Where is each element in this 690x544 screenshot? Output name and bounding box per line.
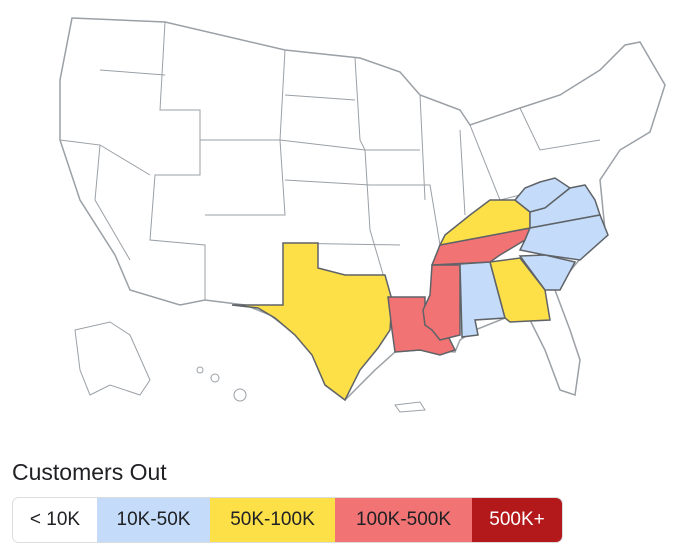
legend-item-500k-plus: 500K+ bbox=[472, 498, 562, 542]
legend-item-under-10k: < 10K bbox=[13, 498, 97, 542]
state-georgia[interactable] bbox=[489, 257, 551, 323]
legend: < 10K 10K-50K 50K-100K 100K-500K 500K+ bbox=[12, 497, 563, 543]
state-texas[interactable] bbox=[231, 242, 393, 402]
legend-item-100k-500k: 100K-500K bbox=[335, 498, 472, 542]
state-borders bbox=[59, 21, 601, 300]
legend-title: Customers Out bbox=[12, 459, 167, 485]
state-north-carolina[interactable] bbox=[518, 214, 609, 261]
legend-item-10k-50k: 10K-50K bbox=[97, 498, 210, 542]
us-outage-map bbox=[59, 17, 666, 413]
legend-item-50k-100k: 50K-100K bbox=[210, 498, 335, 542]
alaska-hawaii bbox=[74, 321, 426, 413]
state-south-carolina[interactable] bbox=[518, 254, 577, 291]
